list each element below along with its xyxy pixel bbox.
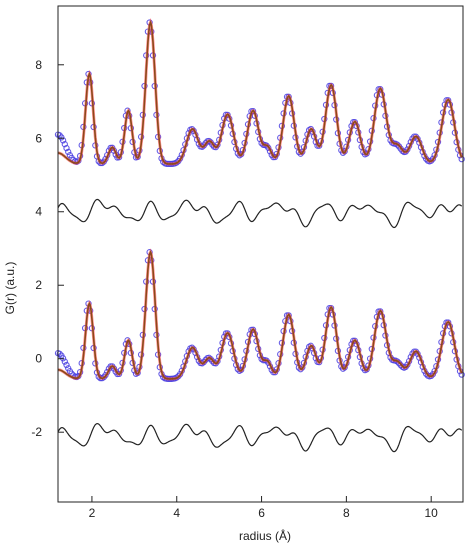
x-tick-label: 4: [173, 506, 180, 520]
y-tick-label: 4: [35, 205, 42, 219]
y-axis-label: G(r) (a.u.): [3, 262, 17, 315]
x-axis-label: radius (Å): [239, 528, 291, 543]
x-tick-label: 10: [425, 506, 439, 520]
fit-glow-bottom: [57, 248, 464, 381]
y-tick-label: 6: [35, 131, 42, 145]
data-point: [61, 358, 68, 365]
data-point: [61, 141, 68, 148]
x-tick-label: 2: [89, 506, 96, 520]
fit-curve-top: [58, 20, 463, 165]
plot-area: [54, 18, 465, 453]
y-tick-label: 2: [35, 278, 42, 292]
fit-curve-bottom: [57, 250, 463, 380]
y-tick-label: -2: [31, 425, 42, 439]
x-tick-label: 8: [343, 506, 350, 520]
difference-curve-top: [57, 198, 463, 229]
x-tick-label: 6: [258, 506, 265, 520]
plot-frame: [57, 5, 464, 503]
data-point: [63, 361, 70, 369]
axes: 2 4 6 8 10 -2 0 2 4 6 8: [31, 5, 464, 520]
y-tick-label: 8: [35, 58, 42, 72]
data-point: [63, 144, 70, 152]
data-series-top: [54, 19, 465, 168]
data-point: [56, 350, 63, 357]
data-point: [65, 148, 72, 156]
difference-curve-bottom: [57, 422, 463, 453]
y-tick-label: 0: [35, 352, 42, 366]
data-point: [351, 119, 359, 126]
fit-glow-top: [58, 18, 464, 166]
data-series-bottom: [54, 249, 465, 383]
